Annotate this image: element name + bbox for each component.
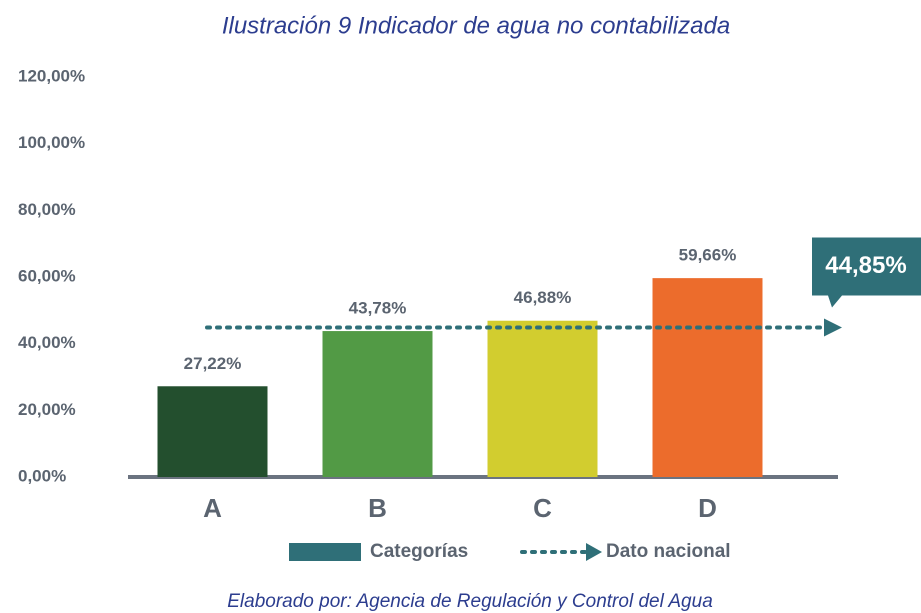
legend-arrow [586,543,602,561]
bar [487,320,598,477]
y-tick-label: 80,00% [18,200,76,219]
x-tick-label: C [533,493,552,523]
y-tick-label: 0,00% [18,466,66,485]
value-label: 59,66% [679,246,737,265]
source-note: Elaborado por: Agencia de Regulación y C… [227,591,713,612]
y-tick-label: 120,00% [18,66,85,85]
y-tick-label: 60,00% [18,266,76,285]
chart-title: Ilustración 9 Indicador de agua no conta… [222,12,730,39]
value-label: 43,78% [349,299,407,318]
reference-arrow [824,318,842,337]
bar [157,386,268,477]
value-label: 27,22% [184,354,242,373]
x-tick-label: B [368,493,387,523]
legend-swatch [289,543,361,561]
x-tick-label: D [698,493,717,523]
legend-label: Dato nacional [606,541,731,562]
legend-label: Categorías [370,541,468,562]
value-label: 46,88% [514,288,572,307]
reference-callout [812,237,921,308]
y-tick-label: 20,00% [18,400,76,419]
x-tick-label: A [203,493,222,523]
bar [652,278,763,477]
reference-label: 44,85% [825,252,906,279]
bar [322,331,433,477]
y-tick-label: 100,00% [18,133,85,152]
y-tick-label: 40,00% [18,333,76,352]
